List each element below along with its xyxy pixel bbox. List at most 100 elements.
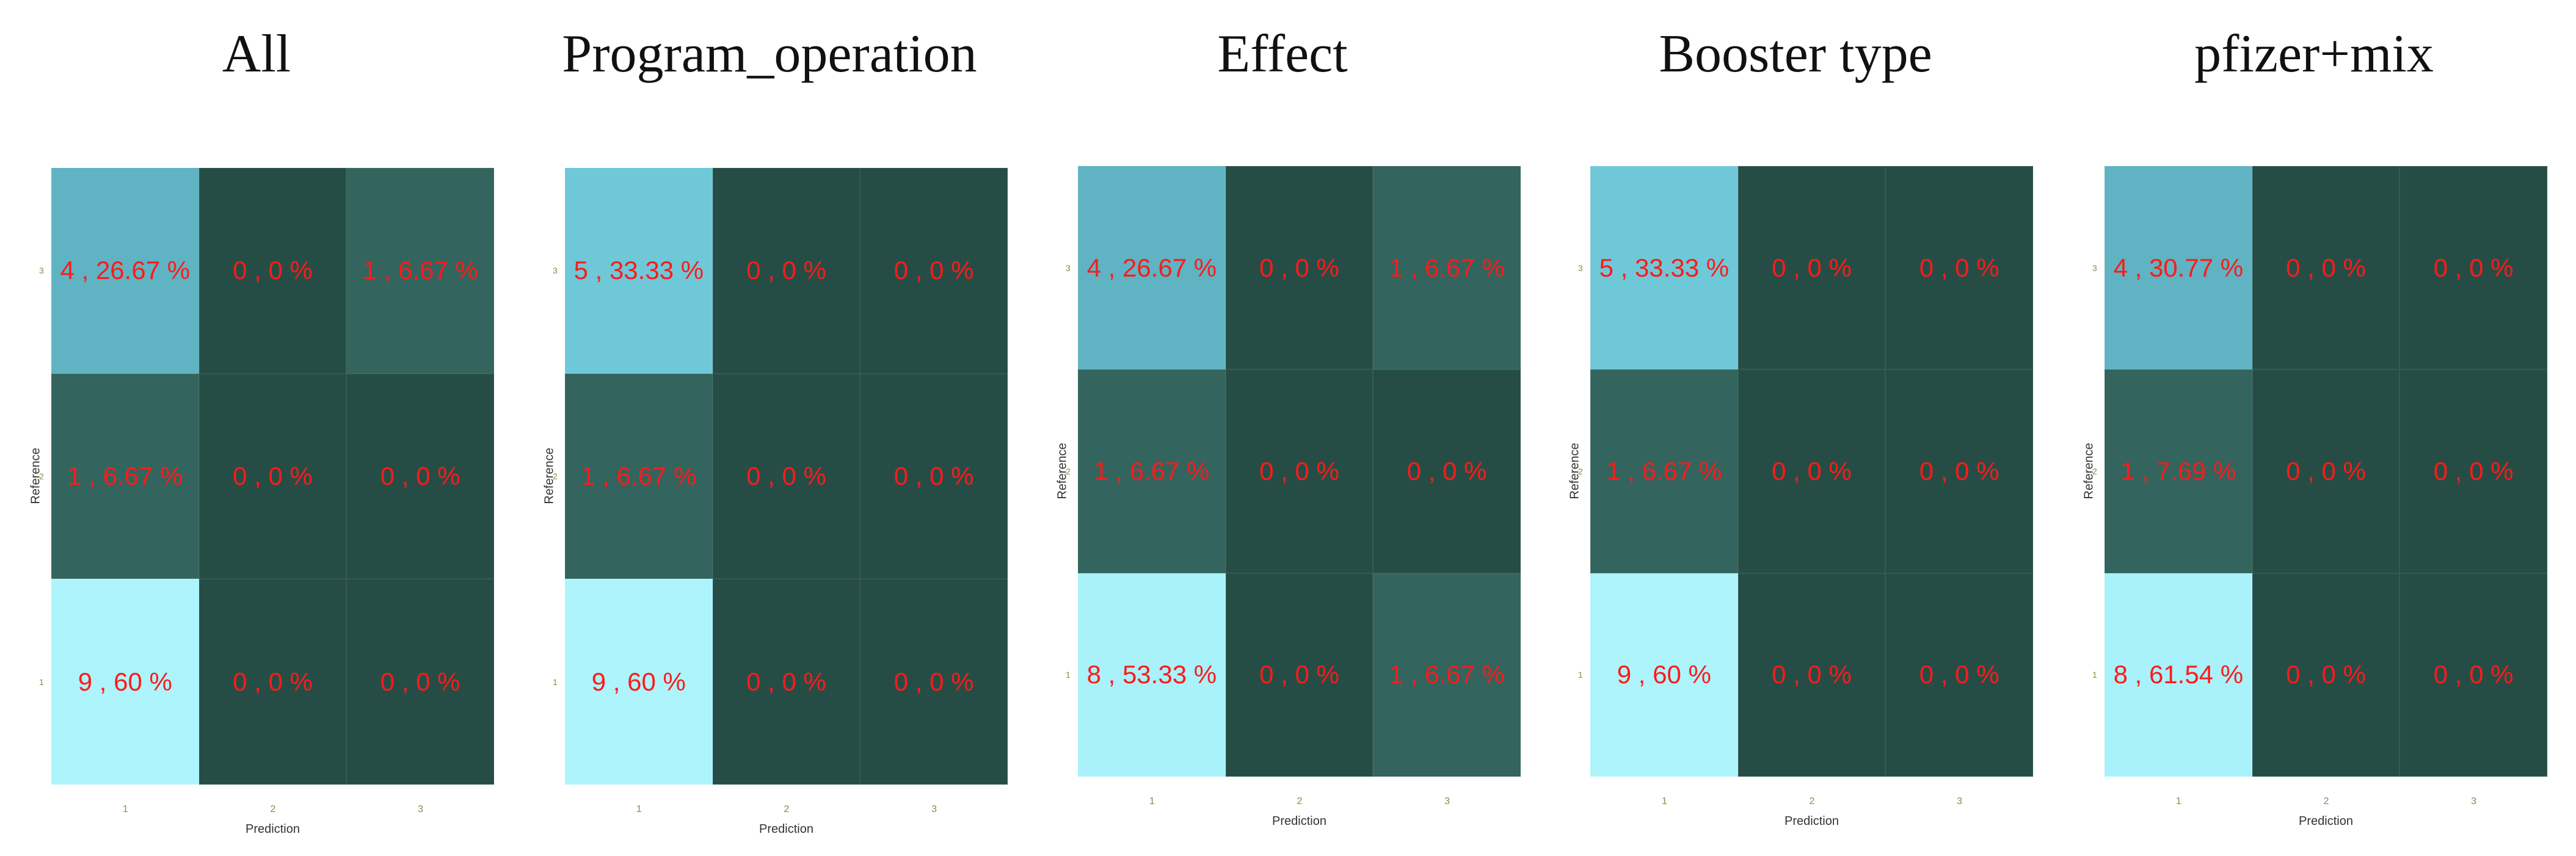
heatmap-cell: 0 , 0 % xyxy=(1885,369,2033,573)
cell-label: 1 , 6.67 % xyxy=(1094,456,1210,485)
heatmap-cell: 1 , 6.67 % xyxy=(1373,573,1521,777)
x-axis-label: Prediction xyxy=(759,822,813,836)
cell-label: 0 , 0 % xyxy=(2433,660,2514,689)
heatmap-cell: 5 , 33.33 % xyxy=(565,168,713,374)
cell-label: 0 , 0 % xyxy=(380,667,460,696)
x-tick-label: 1 xyxy=(122,804,128,814)
x-tick-label: 2 xyxy=(1809,796,1815,807)
heatmap-cell: 0 , 0 % xyxy=(2252,573,2400,777)
heatmap-cell: 0 , 0 % xyxy=(1737,573,1886,777)
cell-label: 0 , 0 % xyxy=(893,461,974,490)
y-tick-label: 3 xyxy=(553,266,558,276)
heatmap-cell: 9 , 60 % xyxy=(565,579,713,785)
cell-label: 0 , 0 % xyxy=(2286,660,2366,689)
cell-label: 5 , 33.33 % xyxy=(1599,253,1730,282)
cell-label: 1 , 6.67 % xyxy=(1606,456,1722,485)
heatmap-cell: 0 , 0 % xyxy=(1737,166,1886,370)
heatmap-cell: 8 , 53.33 % xyxy=(1078,573,1226,777)
heatmap-cell: 8 , 61.54 % xyxy=(2105,573,2252,777)
cell-label: 0 , 0 % xyxy=(1259,253,1339,282)
cell-label: 1 , 7.69 % xyxy=(2120,456,2236,485)
cell-label: 4 , 30.77 % xyxy=(2113,253,2244,282)
heatmap-cell: 1 , 6.67 % xyxy=(346,168,494,374)
y-tick-label: 2 xyxy=(2092,466,2097,476)
x-tick-label: 1 xyxy=(1149,796,1155,807)
heatmap-cell: 0 , 0 % xyxy=(2400,369,2547,573)
heatmap-cell: 9 , 60 % xyxy=(1590,573,1738,777)
y-tick-label: 3 xyxy=(1578,263,1583,273)
heatmap-cell: 0 , 0 % xyxy=(2400,166,2547,370)
chart-title: Program_operation xyxy=(562,24,977,84)
x-tick-label: 1 xyxy=(636,804,642,814)
cell-label: 0 , 0 % xyxy=(1406,456,1487,485)
chart-title: Booster type xyxy=(1659,24,1932,84)
y-tick-label: 3 xyxy=(1066,263,1071,273)
heatmap-cell: 0 , 0 % xyxy=(860,373,1008,579)
chart-title: pfizer+mix xyxy=(2194,24,2434,84)
heatmap-cell: 0 , 0 % xyxy=(2252,369,2400,573)
chart-panel: Effect 4 , 26.67 % 0 , 0 % 1 , 6.67 % 1 , 6.… xyxy=(1026,0,1539,856)
cell-label: 0 , 0 % xyxy=(1919,456,1999,485)
heatmap-cell: 0 , 0 % xyxy=(346,373,494,579)
heatmap-cell: 9 , 60 % xyxy=(51,579,199,785)
cell-label: 8 , 53.33 % xyxy=(1086,660,1217,689)
cell-label: 5 , 33.33 % xyxy=(573,256,704,285)
cell-label: 8 , 61.54 % xyxy=(2113,660,2244,689)
cell-label: 1 , 6.67 % xyxy=(1389,660,1505,689)
cell-label: 4 , 26.67 % xyxy=(60,256,191,285)
cell-label: 0 , 0 % xyxy=(1772,456,1852,485)
heatmap-cell: 5 , 33.33 % xyxy=(1590,166,1738,370)
cell-label: 0 , 0 % xyxy=(746,256,826,285)
heatmap-cell: 0 , 0 % xyxy=(1225,166,1374,370)
heatmap-cell: 4 , 30.77 % xyxy=(2105,166,2252,370)
cell-label: 0 , 0 % xyxy=(1259,456,1339,485)
y-tick-label: 2 xyxy=(1578,466,1583,476)
confusion-matrix-grid: 5 , 33.33 % 0 , 0 % 0 , 0 % 1 , 6.67 % 0 , 0… xyxy=(1590,166,2033,777)
x-tick-label: 2 xyxy=(2323,796,2329,807)
x-tick-label: 2 xyxy=(784,804,790,814)
x-axis-label: Prediction xyxy=(246,822,300,836)
cell-label: 0 , 0 % xyxy=(1919,253,1999,282)
cell-label: 9 , 60 % xyxy=(78,667,172,696)
cell-label: 0 , 0 % xyxy=(1259,660,1339,689)
cell-label: 0 , 0 % xyxy=(233,461,313,490)
y-tick-label: 1 xyxy=(553,676,558,687)
heatmap-cell: 0 , 0 % xyxy=(198,579,347,785)
heatmap-cell: 0 , 0 % xyxy=(1885,166,2033,370)
chart-title: All xyxy=(222,24,291,84)
heatmap-cell: 0 , 0 % xyxy=(1737,369,1886,573)
x-tick-label: 3 xyxy=(931,804,937,814)
heatmap-cell: 1 , 6.67 % xyxy=(51,373,199,579)
cell-label: 1 , 6.67 % xyxy=(581,461,697,490)
chart-title: Effect xyxy=(1217,24,1348,84)
cell-label: 0 , 0 % xyxy=(893,667,974,696)
cell-label: 0 , 0 % xyxy=(1772,253,1852,282)
chart-panel: Booster type 5 , 33.33 % 0 , 0 % 0 , 0 % 1 ,… xyxy=(1539,0,2052,856)
x-tick-label: 3 xyxy=(1444,796,1450,807)
cell-label: 0 , 0 % xyxy=(2286,456,2366,485)
x-tick-label: 2 xyxy=(270,804,276,814)
heatmap-cell: 0 , 0 % xyxy=(1225,573,1374,777)
x-axis-label: Prediction xyxy=(1272,814,1326,828)
y-tick-label: 2 xyxy=(39,471,44,481)
heatmap-cell: 0 , 0 % xyxy=(712,168,860,374)
confusion-matrix-grid: 5 , 33.33 % 0 , 0 % 0 , 0 % 1 , 6.67 % 0 , 0… xyxy=(565,168,1008,785)
heatmap-cell: 0 , 0 % xyxy=(860,168,1008,374)
cell-label: 0 , 0 % xyxy=(233,256,313,285)
chart-panel: All 4 , 26.67 % 0 , 0 % 1 , 6.67 % 1 , 6.67 … xyxy=(0,0,513,856)
cell-label: 4 , 26.67 % xyxy=(1086,253,1217,282)
cell-label: 1 , 6.67 % xyxy=(362,256,478,285)
chart-panel: pfizer+mix 4 , 30.77 % 0 , 0 % 0 , 0 % 1 , 7… xyxy=(2052,0,2576,856)
heatmap-cell: 0 , 0 % xyxy=(198,373,347,579)
cell-label: 0 , 0 % xyxy=(380,461,460,490)
cell-label: 0 , 0 % xyxy=(2433,456,2514,485)
confusion-matrix-grid: 4 , 26.67 % 0 , 0 % 1 , 6.67 % 1 , 6.67 % 0 … xyxy=(51,168,494,785)
cell-label: 9 , 60 % xyxy=(1617,660,1711,689)
heatmap-cell: 1 , 6.67 % xyxy=(565,373,713,579)
x-axis-label: Prediction xyxy=(2299,814,2353,828)
x-tick-label: 2 xyxy=(1297,796,1303,807)
heatmap-cell: 0 , 0 % xyxy=(712,579,860,785)
y-tick-label: 1 xyxy=(39,676,44,687)
cell-label: 0 , 0 % xyxy=(1919,660,1999,689)
heatmap-cell: 4 , 26.67 % xyxy=(1078,166,1226,370)
